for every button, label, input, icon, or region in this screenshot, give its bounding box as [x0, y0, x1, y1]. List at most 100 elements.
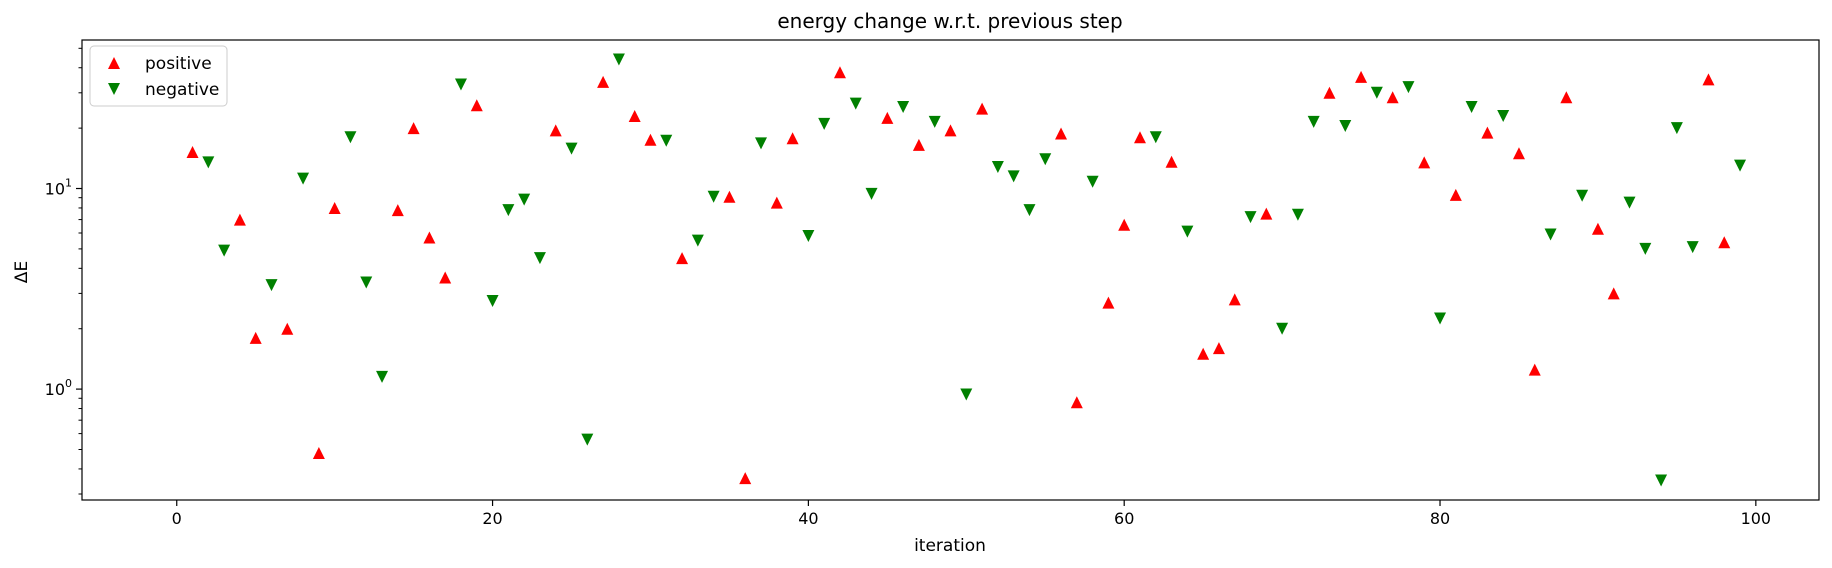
- positive-point: [1228, 293, 1241, 306]
- positive-point: [676, 252, 689, 265]
- positive-point: [1260, 207, 1273, 220]
- positive-point: [1118, 218, 1131, 231]
- positive-point: [723, 190, 736, 203]
- positive-point: [1560, 91, 1573, 104]
- negative-point: [1544, 228, 1557, 241]
- x-tick-label: 60: [1114, 509, 1134, 528]
- negative-point: [265, 279, 278, 292]
- positive-point: [1212, 342, 1225, 355]
- negative-point: [1639, 242, 1652, 255]
- negative-point: [802, 229, 815, 242]
- negative-point: [202, 156, 215, 169]
- positive-point: [912, 138, 925, 151]
- positive-point: [1449, 188, 1462, 201]
- negative-point: [1339, 119, 1352, 132]
- x-tick-label: 40: [798, 509, 818, 528]
- negative-point: [1497, 109, 1510, 122]
- plot-area: [186, 53, 1747, 487]
- positive-point: [881, 111, 894, 124]
- positive-point: [1528, 363, 1541, 376]
- positive-point: [628, 109, 641, 122]
- negative-point: [533, 252, 546, 265]
- positive-point: [786, 132, 799, 145]
- negative-point: [1370, 86, 1383, 99]
- negative-point: [755, 137, 768, 150]
- positive-point: [1607, 287, 1620, 300]
- negative-point: [454, 78, 467, 91]
- positive-point: [1355, 70, 1368, 83]
- negative-point: [1023, 204, 1036, 217]
- axes-frame: [81, 39, 1820, 501]
- legend: positive negative: [89, 45, 228, 107]
- negative-point: [865, 187, 878, 200]
- positive-point: [1197, 347, 1210, 360]
- negative-point: [1686, 241, 1699, 254]
- negative-point: [707, 190, 720, 203]
- positive-point: [186, 146, 199, 159]
- positive-point: [1418, 156, 1431, 169]
- negative-point: [218, 244, 231, 257]
- negative-point: [581, 433, 594, 446]
- negative-point: [565, 142, 578, 155]
- positive-point: [439, 271, 452, 284]
- negative-point: [849, 97, 862, 110]
- negative-point: [344, 131, 357, 144]
- positive-point: [976, 102, 989, 115]
- negative-point: [1465, 100, 1478, 113]
- negative-point: [928, 115, 941, 128]
- legend-label-positive: positive: [145, 54, 212, 74]
- positive-point: [391, 204, 404, 217]
- negative-point: [1039, 153, 1052, 166]
- negative-point: [360, 276, 373, 289]
- legend-label-negative: negative: [145, 80, 219, 100]
- y-axis-label: ΔE: [12, 261, 32, 283]
- legend-marker-positive: [108, 57, 120, 69]
- negative-point: [691, 234, 704, 247]
- negative-point: [376, 370, 389, 383]
- negative-point: [1149, 131, 1162, 144]
- negative-point: [1576, 189, 1589, 202]
- negative-point: [1402, 81, 1415, 94]
- positive-point: [770, 196, 783, 209]
- negative-point: [612, 53, 625, 66]
- y-tick-label: 101: [45, 177, 72, 199]
- positive-point: [407, 122, 420, 135]
- positive-point: [597, 75, 610, 88]
- negative-point: [1434, 312, 1447, 325]
- positive-point: [249, 331, 262, 344]
- positive-point: [1718, 236, 1731, 249]
- positive-point: [1323, 86, 1336, 99]
- positive-point: [1386, 91, 1399, 104]
- positive-point: [833, 66, 846, 79]
- negative-point: [1007, 170, 1020, 183]
- axes: 0 20 40 60 80 100 100 101: [45, 39, 1820, 528]
- positive-point: [644, 133, 657, 146]
- x-tick-label: 20: [482, 509, 502, 528]
- negative-point: [660, 134, 673, 147]
- x-tick-label: 0: [172, 509, 182, 528]
- negative-point: [818, 117, 831, 130]
- positive-point: [470, 99, 483, 112]
- positive-point: [1055, 127, 1068, 140]
- positive-point: [1512, 147, 1525, 160]
- series-positive: [186, 66, 1731, 485]
- positive-point: [423, 231, 436, 244]
- positive-point: [1702, 73, 1715, 86]
- negative-point: [1307, 115, 1320, 128]
- positive-point: [944, 124, 957, 137]
- positive-point: [233, 213, 246, 226]
- legend-marker-negative: [108, 83, 120, 95]
- x-axis-label: iteration: [914, 536, 986, 556]
- negative-point: [960, 388, 973, 401]
- negative-point: [1291, 208, 1304, 221]
- positive-point: [739, 472, 752, 485]
- chart-title: energy change w.r.t. previous step: [777, 9, 1122, 33]
- positive-point: [1070, 396, 1083, 409]
- negative-point: [1655, 474, 1668, 487]
- positive-point: [1165, 155, 1178, 168]
- negative-point: [1086, 175, 1099, 188]
- positive-point: [1481, 126, 1494, 139]
- negative-point: [502, 204, 515, 217]
